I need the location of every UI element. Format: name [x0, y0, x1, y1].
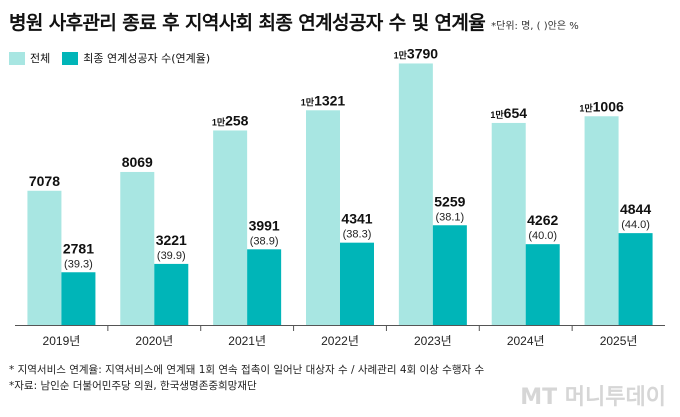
footnote-source: *자료: 남인순 더불어민주당 의원, 한국생명존중희망재단 — [9, 380, 257, 392]
bar-linked — [247, 249, 282, 325]
bar-total — [27, 190, 62, 325]
bar-linked-rate-label: (38.3) — [343, 229, 372, 241]
watermark-logo: MT 머니투데이 — [520, 385, 666, 410]
bar-linked-value-label: 4844 — [620, 201, 651, 217]
footnote-definition: * 지역서비스 연계율: 지역서비스에 연계돼 1회 연속 접촉이 일어난 대상… — [9, 364, 485, 376]
bar-linked-rate-label: (39.3) — [64, 258, 93, 270]
bar-linked-rate-label: (38.9) — [250, 235, 279, 247]
legend-swatch-total — [9, 51, 25, 65]
bar-linked — [525, 244, 560, 325]
bar-linked-rate-label: (44.0) — [621, 219, 650, 231]
bar-linked-value-label: 5259 — [434, 193, 465, 209]
bar-total-value-label: 1만258 — [212, 112, 249, 128]
bar-total — [398, 63, 433, 326]
legend-label-linked: 최종 연계성공자 수(연계율) — [83, 52, 211, 65]
bar-total — [306, 110, 340, 325]
bar-linked-value-label: 3991 — [249, 217, 280, 233]
footnotes: * 지역서비스 연계율: 지역서비스에 연계돼 1회 연속 접촉이 일어난 대상… — [9, 362, 484, 394]
chart-title: 병원 사후관리 종료 후 지역사회 최종 연계성공자 수 및 연계율 — [9, 12, 486, 34]
x-tick-label: 2020년 — [135, 334, 173, 348]
x-tick-label: 2019년 — [43, 334, 81, 348]
x-tick-label: 2025년 — [600, 334, 638, 348]
x-tick-label: 2024년 — [507, 334, 545, 348]
bar-linked — [618, 233, 653, 325]
bar-linked — [61, 272, 96, 325]
bar-total-value-label: 8069 — [122, 154, 153, 170]
bar-total — [120, 171, 155, 325]
bar-total-value-label: 1만654 — [490, 105, 527, 121]
bar-linked — [154, 263, 189, 325]
bar-linked-value-label: 4262 — [527, 212, 558, 228]
bar-total-value-label: 1만1006 — [579, 98, 624, 114]
bar-total-value-label: 1만1321 — [301, 92, 346, 108]
legend-label-total: 전체 — [30, 52, 51, 65]
bar-linked-value-label: 2781 — [63, 240, 94, 256]
bar-linked — [340, 242, 374, 325]
bar-chart: 7078 2781 (39.3) 2019년 8069 3221 (39.9) 2020년 1만… — [15, 45, 665, 348]
bar-linked-value-label: 3221 — [156, 232, 187, 248]
bar-total — [491, 122, 526, 325]
bar-linked — [432, 225, 467, 325]
legend-item-linked: 최종 연계성공자 수(연계율) — [62, 50, 210, 66]
x-tick-label: 2023년 — [414, 334, 452, 348]
bar-total — [584, 116, 619, 325]
bar-total-value-label: 7078 — [29, 173, 60, 189]
legend: 전체 최종 연계성공자 수(연계율) — [9, 50, 222, 66]
bar-linked-rate-label: (40.0) — [528, 230, 557, 242]
bar-linked-value-label: 4341 — [341, 211, 372, 227]
unit-note: *단위: 명, ( )안은 % — [491, 21, 579, 32]
title-row: 병원 사후관리 종료 후 지역사회 최종 연계성공자 수 및 연계율 *단위: … — [9, 8, 579, 35]
bar-linked-rate-label: (39.9) — [157, 250, 186, 262]
x-tick-label: 2022년 — [321, 334, 359, 348]
bar-total-value-label: 1만3790 — [394, 45, 439, 61]
x-tick-label: 2021년 — [228, 334, 266, 348]
legend-item-total: 전체 — [9, 50, 50, 66]
legend-swatch-linked — [62, 51, 79, 65]
bar-linked-rate-label: (38.1) — [435, 211, 464, 223]
bar-total — [213, 130, 248, 325]
